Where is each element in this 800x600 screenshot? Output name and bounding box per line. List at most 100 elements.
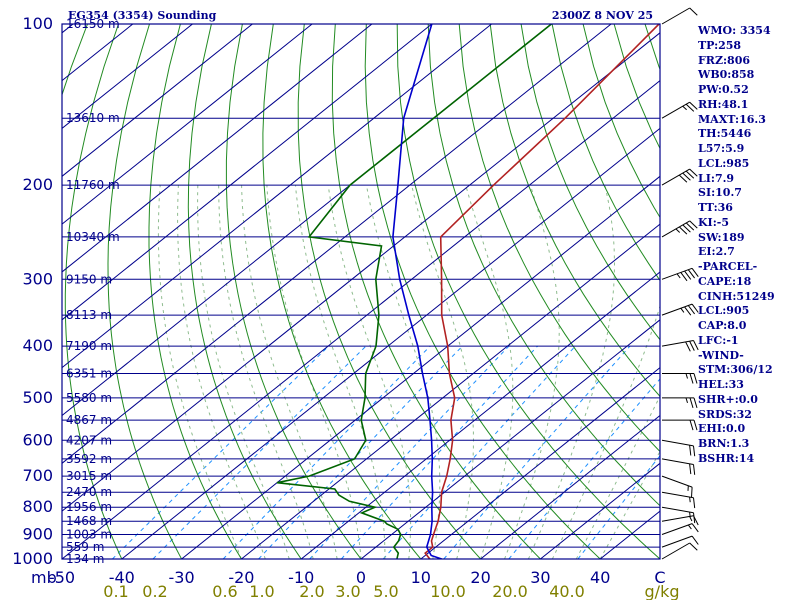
height-level-label: 13610 m (66, 111, 120, 125)
wind-barb-flag (689, 340, 695, 351)
temperature-tick-label: -20 (228, 568, 254, 587)
isotherm-line (62, 24, 612, 464)
wind-barb-flag (691, 303, 699, 313)
index-item: -WIND- (698, 348, 744, 362)
temperature-tick-label: 20 (470, 568, 490, 587)
isotherm-line (121, 127, 660, 559)
index-item: CINH:51249 (698, 289, 775, 303)
mixing-ratio-tick-label: 40.0 (549, 582, 585, 600)
isobars (62, 24, 660, 559)
index-item: -PARCEL- (698, 260, 758, 273)
temperature-tick-label: -10 (288, 568, 314, 587)
wind-barb-shaft (661, 491, 694, 499)
temperature-tick-label: 10 (411, 568, 431, 587)
index-item: WMO: 3354 (698, 24, 771, 37)
wind-barb-flag (693, 373, 698, 384)
wind-barb (661, 340, 699, 352)
temperature-tick-label: -40 (109, 568, 135, 587)
index-item: SI:10.7 (698, 186, 742, 200)
height-level-label: 2470 m (66, 485, 112, 499)
index-item: WB0:858 (698, 68, 755, 82)
wind-barb-half-flag (675, 228, 681, 233)
index-item: LI:7.9 (698, 171, 735, 185)
wind-barb-shaft (661, 101, 690, 119)
wind-barb-shaft (661, 542, 690, 560)
wind-barb-shaft (661, 523, 693, 535)
pressure-tick-label: 400 (22, 336, 53, 355)
mixing-ratio-tick-label: 20.0 (492, 582, 528, 600)
isotherm-line (480, 414, 660, 559)
height-level-label: 9150 m (66, 272, 112, 286)
mixing-ratio-tick-label: 2.0 (299, 582, 324, 600)
mixing-ratio-tick-label: 0.1 (103, 582, 128, 600)
pressure-tick-label: 900 (22, 525, 53, 544)
plot-border (61, 23, 661, 560)
height-level-label: 10340 m (66, 230, 120, 244)
mixing-ratio-unit-label: g/kg (645, 582, 680, 600)
wind-barb (661, 535, 699, 548)
wind-barb-shaft (661, 7, 690, 25)
isotherm-line (300, 271, 660, 559)
wind-barb (661, 101, 698, 119)
index-item: STM:306/12 (698, 363, 773, 377)
index-item: TT:36 (698, 201, 733, 214)
wind-barb-shaft (661, 458, 694, 465)
wind-barb (662, 419, 698, 431)
sounding-time: 2300Z 8 NOV 25 (552, 9, 653, 22)
index-item: SRDS:32 (698, 407, 752, 421)
wind-barb-half-flag (689, 496, 691, 503)
dewpoint-trace (276, 24, 552, 559)
wind-barb-flag (689, 463, 692, 475)
moist-adiabat-line (218, 185, 314, 559)
wind-barb-flag (687, 305, 695, 315)
pressure-tick-label: 300 (22, 269, 53, 288)
wind-barb-flag (693, 497, 696, 509)
wind-barb (661, 267, 699, 282)
pressure-tick-label: 500 (22, 388, 53, 407)
height-level-label: 5580 m (66, 391, 112, 405)
temperature-tick-label: -50 (49, 568, 75, 587)
wind-barb-flag (689, 101, 698, 110)
wind-barb-flag (689, 7, 698, 16)
temperature-tick-label: C (654, 568, 665, 587)
height-level-label: 134 m (66, 552, 104, 566)
wind-barb-flag (687, 269, 695, 279)
isotherm-line (62, 79, 660, 559)
isotherm-line (62, 24, 492, 369)
wind-barb-half-flag (687, 524, 692, 530)
plot-area (62, 24, 660, 559)
index-item: EHI:0.0 (698, 422, 746, 436)
wind-barb (662, 397, 698, 409)
isotherm-line (62, 24, 253, 177)
index-item: TP:258 (698, 38, 742, 52)
wind-barb-shaft (661, 220, 690, 238)
wind-barb-flag (689, 542, 698, 551)
wind-barb-flag (682, 224, 691, 233)
wind-barb-flag (693, 464, 696, 475)
wind-barb-flag (693, 512, 696, 524)
sounding-title: EG354 (3354) Sounding (68, 9, 217, 22)
plot-frame (61, 23, 661, 560)
wind-barb-flag (693, 445, 696, 457)
wind-barb-shaft (661, 168, 690, 186)
isotherm-line (420, 366, 660, 559)
x-unit-label: mb (31, 568, 57, 587)
index-item: KI:-5 (698, 215, 729, 229)
index-item: EI:2.7 (698, 245, 735, 259)
wind-barb (661, 458, 696, 475)
isotherm-line (62, 24, 373, 273)
isotherm-line (181, 175, 660, 559)
index-item: BSHR:14 (698, 451, 755, 465)
wind-barbs (661, 7, 699, 560)
wind-barb-shaft (661, 475, 693, 488)
height-level-label: 3592 m (66, 452, 112, 466)
index-item: SHR+:0.0 (698, 392, 758, 406)
isotherm-line (62, 24, 313, 225)
mixing-ratio-tick-label: 10.0 (430, 582, 466, 600)
wind-barb-shaft (661, 439, 694, 447)
mixing-ratio-tick-label: 1.0 (249, 582, 274, 600)
moist-adiabat-line (504, 184, 560, 559)
wind-barb-flag (691, 487, 693, 498)
index-item: RH:48.1 (698, 97, 749, 111)
